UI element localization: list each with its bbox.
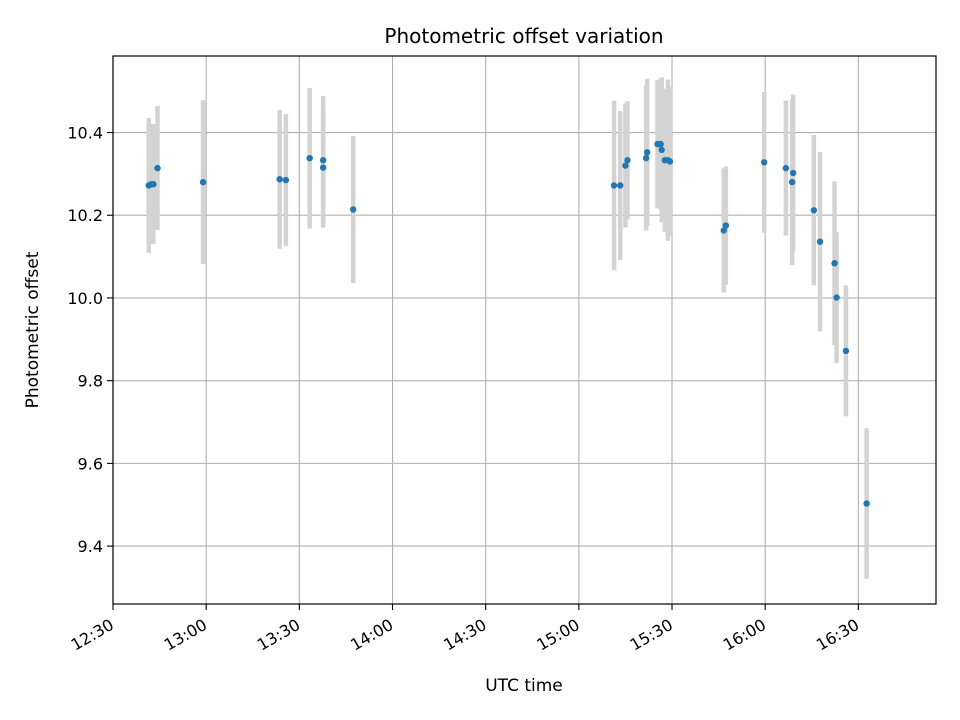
data-point (720, 227, 727, 234)
x-axis-label: UTC time (485, 676, 563, 696)
x-tick-label: 14:30 (440, 615, 489, 655)
data-point (831, 260, 838, 267)
data-point (842, 347, 850, 355)
x-tick-label: 13:30 (254, 615, 303, 655)
y-tick-label: 10.2 (67, 206, 103, 225)
data-point (622, 162, 629, 169)
y-tick-label: 9.8 (78, 372, 103, 391)
x-tick-label: 15:00 (533, 615, 582, 655)
data-points (145, 140, 870, 507)
data-point (863, 500, 870, 507)
data-point (833, 294, 840, 301)
data-point (154, 164, 161, 172)
data-point (617, 182, 624, 189)
data-point (789, 169, 797, 177)
y-axis: 9.4 9.6 9.8 10.0 10.2 10.4 (67, 124, 113, 556)
x-tick-label: 16:30 (813, 615, 862, 655)
data-point (199, 178, 207, 186)
data-point (658, 146, 665, 154)
x-tick-label: 13:00 (161, 615, 210, 655)
data-point (722, 222, 730, 229)
data-point (319, 157, 327, 164)
x-tick-label: 12:30 (68, 615, 117, 655)
data-point (276, 176, 283, 183)
x-tick-label: 16:00 (720, 615, 769, 655)
data-point (642, 154, 650, 162)
data-point (810, 207, 818, 214)
x-axis: 12:30 13:00 13:30 14:00 14:30 15:00 15:30 16:00… (68, 604, 862, 655)
data-point (760, 159, 768, 166)
data-point (319, 164, 327, 171)
data-point (306, 154, 313, 162)
chart-title: Photometric offset variation (384, 24, 663, 48)
data-point (816, 238, 824, 245)
data-point (624, 157, 631, 164)
data-point (666, 158, 674, 165)
y-tick-label: 10.0 (67, 289, 103, 308)
data-point (788, 178, 796, 186)
y-tick-label: 9.4 (78, 537, 103, 556)
y-tick-label: 10.4 (67, 124, 103, 143)
data-point (150, 181, 157, 188)
data-point (282, 176, 290, 184)
data-point (610, 182, 618, 189)
data-point (782, 164, 790, 172)
error-bars (146, 77, 869, 579)
plot-frame (112, 55, 937, 605)
data-point (643, 149, 651, 156)
x-tick-label: 15:30 (627, 615, 676, 655)
y-tick-label: 9.6 (78, 454, 103, 473)
data-point (657, 140, 664, 148)
data-point (349, 206, 357, 213)
grid-lines (112, 56, 936, 604)
y-axis-label: Photometric offset (23, 251, 43, 408)
x-tick-label: 14:00 (347, 615, 396, 655)
